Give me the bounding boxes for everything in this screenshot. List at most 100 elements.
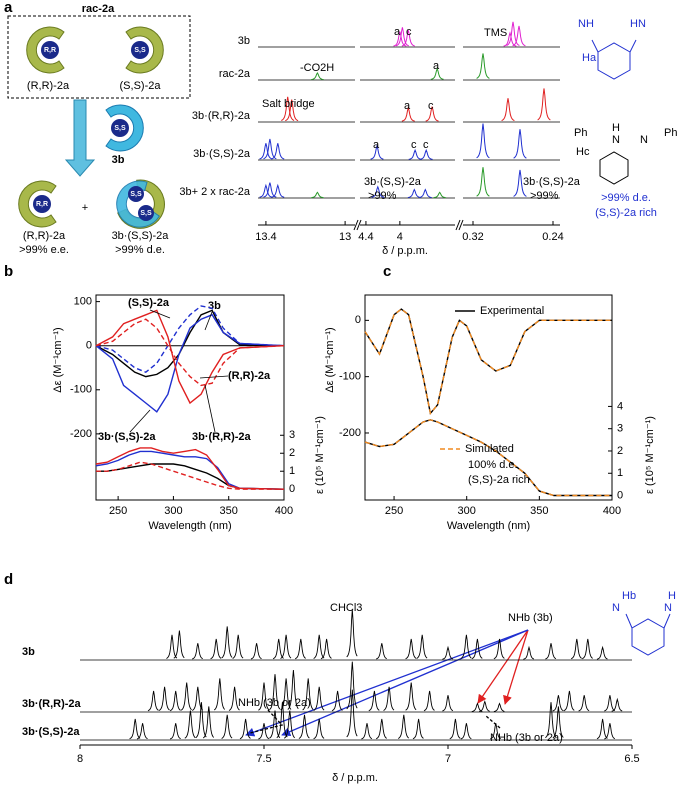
bond	[629, 39, 637, 53]
rac-label: rac-2a	[82, 3, 115, 15]
peak-annotation: -CO2H	[300, 62, 334, 74]
peak	[401, 30, 415, 47]
y-tick-label: -100	[70, 384, 92, 396]
complex-de: >99% d.e.	[115, 244, 165, 256]
x-tick-label: 400	[275, 505, 293, 517]
peak	[395, 27, 409, 47]
peak	[425, 106, 439, 122]
peak	[169, 723, 181, 740]
x-tick-label: 4	[397, 231, 403, 243]
peak	[313, 686, 325, 711]
x-tick-label: 4.4	[358, 231, 373, 243]
peak	[513, 129, 527, 159]
series-line	[95, 313, 285, 413]
x-tick-label: 0.24	[542, 231, 563, 243]
structure-text: N	[612, 602, 620, 614]
nh-label: NHb (3b)	[508, 612, 553, 624]
bond	[591, 39, 599, 53]
y2-axis-label: ε (10⁵ M⁻¹cm⁻¹)	[314, 416, 326, 494]
peak-annotation: a	[373, 139, 380, 151]
peak	[239, 718, 251, 740]
peak	[416, 634, 428, 659]
x-tick-label: 0.32	[462, 231, 483, 243]
peak	[596, 645, 608, 660]
x-tick-label: 300	[458, 505, 476, 517]
peak	[221, 714, 233, 739]
x-axis-label: Wavelength (nm)	[148, 520, 231, 532]
peak	[166, 634, 178, 659]
annotation: 100% d.e.	[468, 459, 518, 471]
peak	[361, 723, 373, 740]
nh-label: NHb (3b or 2a)	[490, 732, 563, 744]
peak	[129, 718, 141, 740]
peak	[412, 718, 424, 740]
peak	[545, 702, 557, 739]
peak	[346, 661, 358, 710]
peak	[210, 638, 222, 660]
peak	[490, 723, 501, 740]
ring	[599, 151, 629, 185]
y-tick-label: 0	[86, 340, 92, 352]
peak	[276, 702, 288, 739]
row-label: 3b·(R,R)-2a	[192, 110, 251, 122]
structure-de: >99% d.e.	[601, 192, 651, 204]
leader	[129, 409, 151, 433]
peak-annotation: a	[394, 26, 401, 38]
peak	[460, 634, 472, 659]
arrow	[503, 629, 529, 705]
peak	[259, 143, 273, 160]
x-tick-label: 7.5	[256, 753, 271, 765]
ball-label: S,S	[134, 47, 146, 54]
solvent-label: CHCl3	[330, 602, 362, 614]
panel-label: b	[4, 263, 13, 280]
ball	[33, 195, 51, 213]
panel-label: a	[4, 0, 13, 16]
peak	[173, 630, 185, 659]
structure-text: N	[664, 602, 672, 614]
row-label: 3b·(S,S)-2a	[22, 726, 80, 738]
leader	[149, 309, 171, 319]
axis-break	[356, 219, 362, 231]
enantiomer-label: (R,R)-2a	[27, 80, 70, 92]
x-axis-label: Wavelength (nm)	[447, 520, 530, 532]
peak	[537, 88, 551, 121]
ball-label: S,S	[130, 191, 142, 198]
leader	[204, 384, 216, 433]
y2-tick-label: 4	[617, 400, 623, 412]
structure-text: Ph	[574, 127, 587, 139]
peak	[258, 723, 270, 740]
leader	[249, 709, 284, 734]
series-line	[95, 318, 285, 387]
peak	[228, 686, 240, 711]
peak	[383, 686, 395, 711]
peak	[419, 148, 433, 160]
peak	[476, 123, 490, 159]
peak-annotation: 3b·(S,S)-2a	[523, 176, 581, 188]
plot-frame	[364, 294, 613, 501]
structure-text: H	[612, 122, 620, 134]
peak	[449, 718, 461, 740]
peak	[442, 695, 454, 712]
peak	[471, 702, 483, 712]
peak	[563, 690, 575, 712]
peak	[405, 638, 417, 660]
peak	[552, 706, 564, 739]
scheme: rac-2a R,R S,S (R,R)-2a (S,S)-2a S,S 3b …	[7, 3, 191, 256]
series-label: (S,S)-2a	[128, 297, 170, 309]
peak-annotation: >99%	[368, 190, 397, 202]
y-tick-label: 100	[74, 296, 92, 308]
tms-label: TMS	[484, 27, 507, 39]
peak	[232, 634, 244, 659]
x-tick-label: 13.4	[255, 231, 276, 243]
peak	[294, 638, 306, 660]
y2-tick-label: 3	[289, 429, 295, 441]
peak	[213, 678, 226, 711]
annotation: (S,S)-2a rich	[468, 474, 530, 486]
structure-text: HN	[630, 18, 646, 30]
y-tick-label: 0	[355, 314, 361, 326]
y2-axis-label: ε (10⁵ M⁻¹cm⁻¹)	[644, 416, 656, 494]
peak	[370, 144, 384, 160]
peak	[169, 690, 181, 712]
series-line	[95, 309, 285, 405]
row-label: 3b	[238, 35, 250, 47]
